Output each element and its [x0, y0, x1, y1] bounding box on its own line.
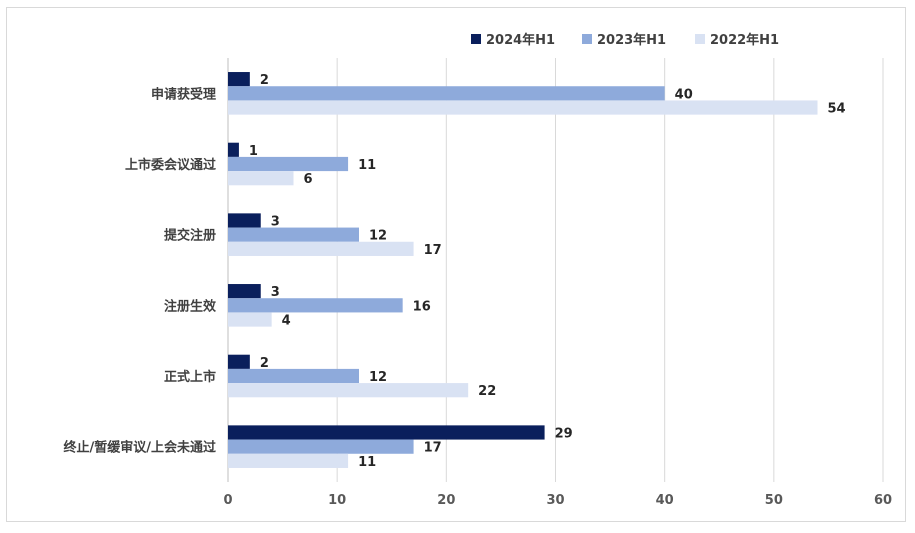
bar: [228, 72, 250, 87]
bar: [228, 354, 250, 369]
legend-label: 2022年H1: [710, 32, 779, 48]
data-label: 2: [260, 73, 269, 88]
data-label: 11: [358, 158, 376, 173]
data-label: 17: [424, 441, 442, 456]
category-label: 提交注册: [164, 228, 216, 244]
legend-label: 2023年H1: [597, 32, 666, 48]
data-label: 54: [828, 102, 846, 117]
bar: [228, 171, 294, 186]
data-label: 3: [271, 214, 280, 229]
category-label: 申请获受理: [151, 86, 216, 102]
bar: [228, 142, 239, 157]
legend: 2024年H1 2023年H1 2022年H1: [471, 32, 779, 48]
bar: [228, 312, 272, 327]
x-tick-label: 0: [223, 493, 232, 508]
bar: [228, 156, 349, 172]
legend-label: 2024年H1: [486, 32, 555, 48]
bar: [228, 86, 665, 101]
category-label: 注册生效: [164, 298, 217, 314]
bar: [228, 453, 349, 468]
bar: [228, 227, 359, 242]
bar: [228, 241, 414, 256]
data-label: 3: [271, 285, 280, 300]
x-tick-label: 30: [546, 493, 564, 508]
bar: [228, 100, 818, 115]
x-tick-label: 40: [656, 493, 674, 508]
data-label: 1: [249, 144, 258, 159]
data-label: 2: [260, 356, 269, 371]
legend-swatch: [695, 34, 705, 44]
category-label: 上市委会议通过: [125, 157, 216, 173]
category-label: 终止/暂缓审议/上会未通过: [64, 440, 217, 456]
data-label: 22: [478, 384, 496, 399]
bar: [228, 213, 261, 228]
bar: [228, 368, 359, 384]
bars: [228, 72, 818, 468]
x-tick-label: 20: [437, 493, 455, 508]
legend-swatch: [582, 34, 592, 44]
data-label: 12: [369, 229, 387, 244]
bar: [228, 298, 403, 313]
bar: [228, 439, 414, 454]
gridlines: [227, 58, 884, 482]
data-label: 16: [413, 299, 431, 314]
data-label: 4: [282, 314, 291, 329]
legend-swatch: [471, 34, 481, 44]
data-label: 29: [555, 426, 573, 441]
data-label: 12: [369, 370, 387, 385]
x-tick-labels: 0 10 20 30 40 50 60: [223, 493, 892, 508]
x-tick-label: 50: [765, 493, 783, 508]
data-label: 11: [358, 455, 376, 470]
x-tick-label: 60: [874, 493, 892, 508]
bar: [228, 284, 261, 299]
bar: [228, 383, 469, 398]
data-label: 17: [424, 243, 442, 258]
bar: [228, 425, 545, 440]
data-label: 6: [304, 172, 313, 187]
data-label: 40: [675, 87, 693, 102]
category-label: 正式上市: [164, 369, 216, 385]
x-tick-label: 10: [328, 493, 346, 508]
